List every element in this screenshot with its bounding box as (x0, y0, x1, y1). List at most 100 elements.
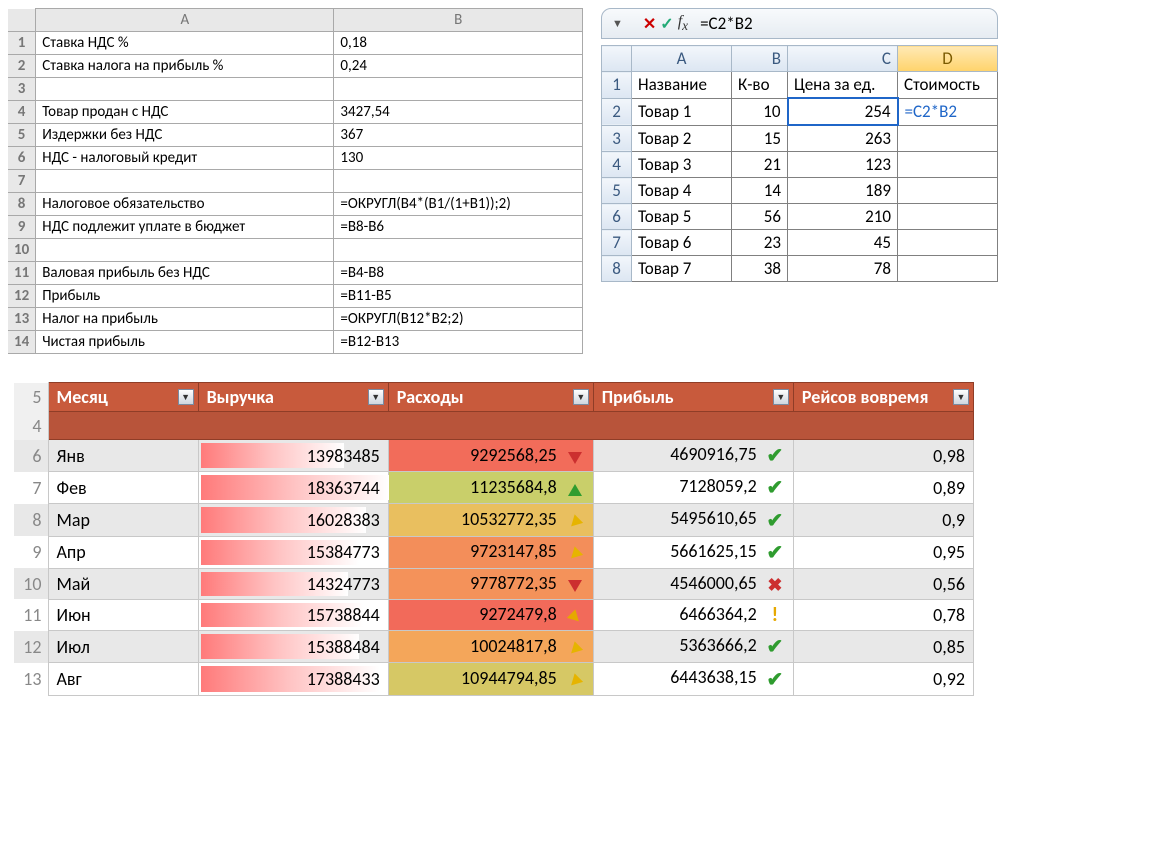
ontime-cell[interactable]: 0,85 (793, 631, 973, 663)
cell[interactable]: Цена за ед. (788, 72, 898, 99)
cell[interactable]: 210 (788, 204, 898, 230)
month-cell[interactable]: Май (48, 568, 198, 599)
ontime-cell[interactable]: 0,92 (793, 663, 973, 695)
expenses-cell[interactable]: 9778772,35 (388, 568, 593, 599)
col-header-month[interactable]: Месяц▼ (48, 383, 198, 412)
row-header[interactable]: 2 (8, 55, 36, 78)
cell[interactable]: Товар 4 (632, 178, 732, 204)
cell[interactable]: Ставка налога на прибыль % (36, 55, 334, 78)
filter-icon[interactable]: ▼ (368, 389, 384, 405)
ontime-cell[interactable]: 0,89 (793, 472, 973, 504)
row-header[interactable]: 14 (8, 331, 36, 354)
expenses-cell[interactable]: 10024817,8 (388, 631, 593, 663)
col-header-C[interactable]: C (788, 46, 898, 72)
row-header[interactable]: 3 (602, 125, 632, 152)
row-header[interactable]: 4 (14, 412, 48, 440)
row-header[interactable]: 1 (8, 32, 36, 55)
profit-cell[interactable]: 4690916,75 ✔ (593, 440, 793, 472)
cell[interactable]: К-во (732, 72, 788, 99)
row-header[interactable]: 6 (602, 204, 632, 230)
expenses-cell[interactable]: 10532772,35 (388, 504, 593, 536)
formula-bar[interactable]: ▼ ✕ ✓ fx =C2*B2 (601, 8, 998, 39)
cell[interactable] (36, 239, 334, 262)
row-header[interactable]: 1 (602, 72, 632, 99)
cell[interactable]: 15 (732, 125, 788, 152)
cell[interactable]: =ОКРУГЛ(B12*B2;2) (334, 308, 583, 331)
editing-cell[interactable]: =C2*B2 (898, 98, 998, 125)
profit-cell[interactable]: 5495610,65 ✔ (593, 504, 793, 536)
cell[interactable]: 10 (732, 98, 788, 125)
month-cell[interactable]: Апр (48, 536, 198, 568)
row-header[interactable]: 5 (8, 124, 36, 147)
profit-cell[interactable]: 4546000,65 ✖ (593, 568, 793, 599)
row-header[interactable]: 8 (14, 504, 48, 536)
row-header[interactable]: 11 (14, 599, 48, 631)
filter-icon[interactable]: ▼ (178, 389, 194, 405)
cell[interactable]: Налоговое обязательство (36, 193, 334, 216)
expenses-cell[interactable]: 9292568,25 (388, 440, 593, 472)
row-header[interactable]: 9 (14, 536, 48, 568)
row-header[interactable]: 13 (8, 308, 36, 331)
ontime-cell[interactable]: 0,98 (793, 440, 973, 472)
cell[interactable] (898, 204, 998, 230)
month-cell[interactable]: Июл (48, 631, 198, 663)
cell[interactable] (898, 256, 998, 282)
col-header-A[interactable]: A (36, 9, 334, 32)
row-header[interactable]: 5 (14, 383, 48, 412)
row-header[interactable]: 11 (8, 262, 36, 285)
row-header[interactable]: 6 (8, 147, 36, 170)
cell[interactable]: Стоимость (898, 72, 998, 99)
month-cell[interactable]: Янв (48, 440, 198, 472)
accept-icon[interactable]: ✓ (660, 14, 673, 34)
revenue-cell[interactable]: 14324773 (198, 568, 388, 599)
cell[interactable]: Ставка НДС % (36, 32, 334, 55)
col-header-B[interactable]: B (334, 9, 583, 32)
col-header-B[interactable]: B (732, 46, 788, 72)
cell[interactable] (898, 152, 998, 178)
cell[interactable] (36, 170, 334, 193)
row-header[interactable]: 12 (8, 285, 36, 308)
cell[interactable]: 263 (788, 125, 898, 152)
cell[interactable]: =ОКРУГЛ(B4*(B1/(1+B1));2) (334, 193, 583, 216)
ontime-cell[interactable]: 0,78 (793, 599, 973, 631)
col-header-A[interactable]: A (632, 46, 732, 72)
cell[interactable]: НДС подлежит уплате в бюджет (36, 216, 334, 239)
cancel-icon[interactable]: ✕ (643, 14, 656, 34)
expenses-cell[interactable]: 11235684,8 (388, 472, 593, 504)
expenses-cell[interactable]: 9272479,8 (388, 599, 593, 631)
col-header-revenue[interactable]: Выручка▼ (198, 383, 388, 412)
row-header[interactable]: 4 (602, 152, 632, 178)
col-header-ontime[interactable]: Рейсов вовремя▼ (793, 383, 973, 412)
row-header[interactable]: 2 (602, 98, 632, 125)
cell[interactable]: Товар 1 (632, 98, 732, 125)
col-header-D[interactable]: D (898, 46, 998, 72)
expenses-cell[interactable]: 9723147,85 (388, 536, 593, 568)
revenue-cell[interactable]: 18363744 (198, 472, 388, 504)
row-header[interactable]: 6 (14, 440, 48, 472)
profit-cell[interactable]: 7128059,2 ✔ (593, 472, 793, 504)
cell[interactable]: 367 (334, 124, 583, 147)
cell[interactable]: 123 (788, 152, 898, 178)
cell[interactable]: Товар продан с НДС (36, 101, 334, 124)
row-header[interactable]: 10 (8, 239, 36, 262)
filter-icon[interactable]: ▼ (573, 389, 589, 405)
cell[interactable]: Название (632, 72, 732, 99)
cell[interactable]: 21 (732, 152, 788, 178)
cell[interactable]: 0,18 (334, 32, 583, 55)
row-header[interactable]: 7 (602, 230, 632, 256)
ontime-cell[interactable]: 0,9 (793, 504, 973, 536)
row-header[interactable]: 3 (8, 78, 36, 101)
cell[interactable]: 38 (732, 256, 788, 282)
ontime-cell[interactable]: 0,56 (793, 568, 973, 599)
revenue-cell[interactable]: 15388484 (198, 631, 388, 663)
cell[interactable]: Товар 5 (632, 204, 732, 230)
profit-cell[interactable]: 5363666,2 ✔ (593, 631, 793, 663)
cell[interactable]: Валовая прибыль без НДС (36, 262, 334, 285)
cell[interactable]: Издержки без НДС (36, 124, 334, 147)
revenue-cell[interactable]: 15384773 (198, 536, 388, 568)
row-header[interactable]: 5 (602, 178, 632, 204)
filter-icon[interactable]: ▼ (773, 389, 789, 405)
cell[interactable]: НДС - налоговый кредит (36, 147, 334, 170)
row-header[interactable]: 7 (8, 170, 36, 193)
fx-icon[interactable]: fx (678, 13, 688, 34)
